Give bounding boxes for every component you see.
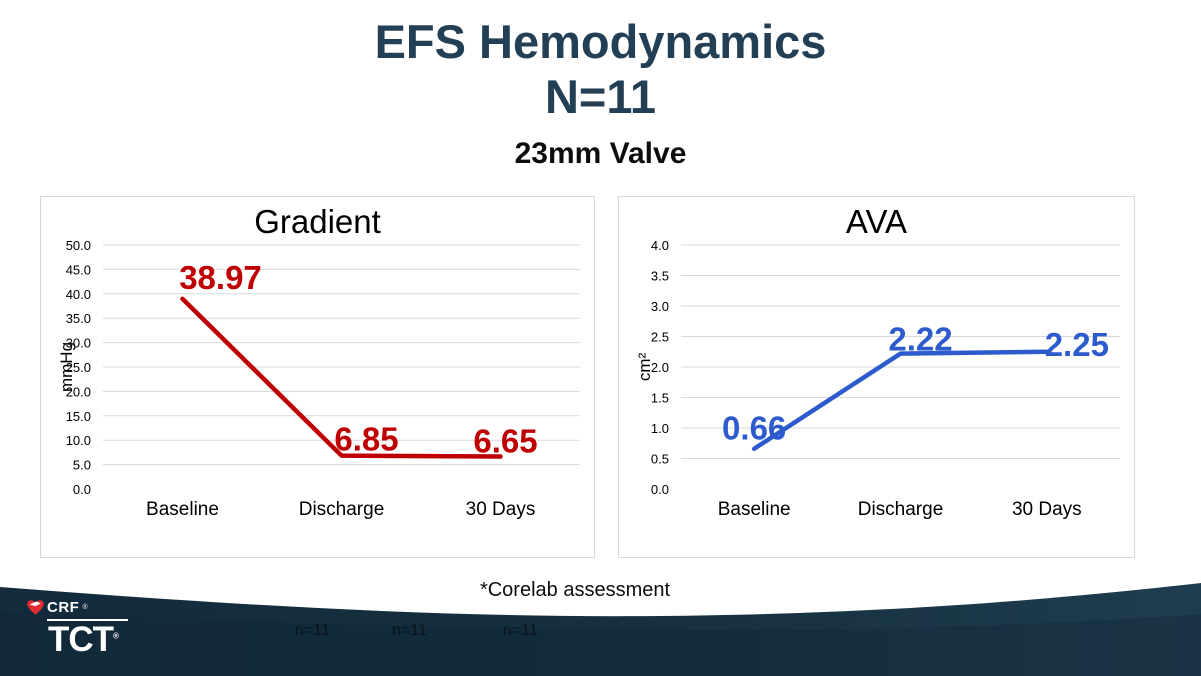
- page-subtitle: 23mm Valve: [514, 137, 687, 170]
- n-count-baseline: n=11: [295, 622, 330, 639]
- gradient-chart-plot: 50.0 45.0 40.0 35.0 30.0 25.0 20.0 15.0 10.0 5.0 0…: [66, 238, 580, 520]
- data-line: [180, 296, 503, 459]
- data-point-label: 2.25: [1045, 326, 1109, 363]
- y-tick-label: 1.5: [651, 391, 669, 406]
- y-tick-label: 20.0: [66, 384, 91, 399]
- y-tick-label: 2.0: [651, 360, 669, 375]
- x-category-label: 30 Days: [466, 499, 536, 520]
- swoosh-shadow-shape: [0, 612, 1201, 676]
- y-tick-label: 0.0: [73, 482, 91, 497]
- x-category-label: Baseline: [718, 499, 791, 520]
- x-category-label: Baseline: [146, 499, 219, 520]
- x-category-label: Discharge: [858, 499, 944, 520]
- x-category-label: 30 Days: [1012, 499, 1082, 520]
- n-count-30days: n=11: [503, 622, 538, 639]
- footer-swoosh: [0, 583, 1201, 676]
- n-count-discharge: n=11: [392, 622, 427, 639]
- data-point-label: 6.65: [473, 423, 537, 460]
- data-point-label: 2.22: [888, 321, 952, 358]
- heart-icon: [27, 600, 44, 615]
- y-tick-label: 0.5: [651, 452, 669, 467]
- y-tick-label: 2.5: [651, 330, 669, 345]
- y-tick-label: 3.5: [651, 269, 669, 284]
- y-tick-label: 35.0: [66, 311, 91, 326]
- crf-tct-logo: CRF ® TCT®: [27, 599, 128, 657]
- ava-chart-plot: 4.0 3.5 3.0 2.5 2.0 1.5 1.0 0.5 0.0 Baseline Disch…: [651, 238, 1120, 520]
- y-tick-label: 1.0: [651, 421, 669, 436]
- y-tick-label: 5.0: [73, 458, 91, 473]
- x-category-label: Discharge: [299, 499, 385, 520]
- y-tick-label: 25.0: [66, 360, 91, 375]
- swoosh-main-shape: [0, 583, 1201, 676]
- gradient-chart-title: Gradient: [254, 203, 381, 240]
- data-point-label: 6.85: [334, 421, 398, 458]
- tct-registered-mark: ®: [113, 631, 119, 641]
- ava-chart-panel: AVA cm² 4.0 3.5 3.0 2.5 2.0 1.5 1.0 0.5 0.0 Basel…: [618, 196, 1135, 558]
- page-title-n: N=11: [544, 70, 657, 123]
- y-tick-label: 45.0: [66, 262, 91, 277]
- y-tick-label: 3.0: [651, 299, 669, 314]
- y-tick-label: 30.0: [66, 336, 91, 351]
- ava-chart-title: AVA: [845, 203, 908, 240]
- y-tick-label: 15.0: [66, 409, 91, 424]
- corelab-footnote: *Corelab assessment: [479, 579, 671, 601]
- crf-registered-mark: ®: [82, 604, 88, 611]
- data-point-label: 0.66: [722, 410, 786, 447]
- tct-logo-text: TCT®: [48, 620, 119, 659]
- gradient-chart-panel: Gradient mmHg 50.0 45.0 40.0 35.0 30.0 25.0 20…: [40, 196, 595, 558]
- y-tick-label: 40.0: [66, 287, 91, 302]
- logo-divider-line: [47, 619, 128, 621]
- y-tick-label: 0.0: [651, 482, 669, 497]
- crf-logo-row: CRF ®: [27, 599, 128, 616]
- y-tick-label: 4.0: [651, 238, 669, 253]
- crf-logo-text: CRF: [47, 599, 80, 616]
- data-line: [751, 349, 1050, 451]
- data-point-label: 38.97: [179, 259, 262, 296]
- y-tick-label: 10.0: [66, 433, 91, 448]
- page-title: EFS Hemodynamics: [374, 15, 827, 68]
- y-tick-label: 50.0: [66, 238, 91, 253]
